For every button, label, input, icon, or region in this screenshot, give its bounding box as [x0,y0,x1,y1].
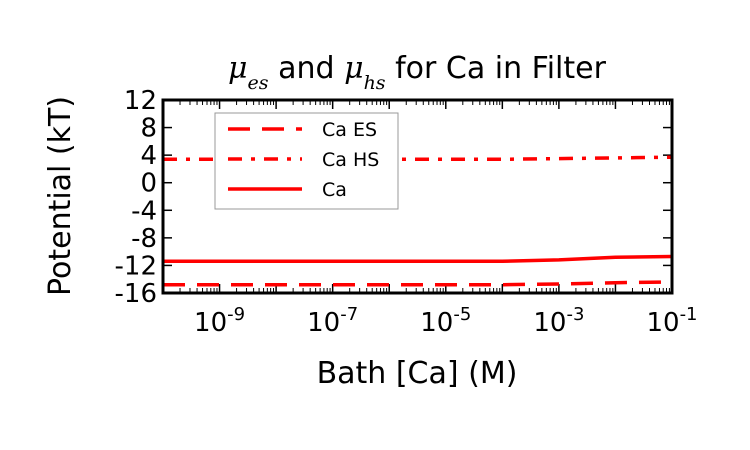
title-and: and [269,51,345,86]
y-tick-label: 0 [140,169,157,199]
y-tick-label: -4 [131,196,157,226]
x-tick-label: 10-3 [533,304,584,338]
title-sub-es: es [248,72,269,94]
title-suffix: for Ca in Filter [386,51,607,86]
chart-title: μes and μhs for Ca in Filter [228,51,607,94]
legend: Ca ES Ca HS Ca [214,112,399,210]
title-mu-hs: μ [344,51,364,86]
y-tick-label: 4 [140,141,157,171]
x-tick-label: 10-5 [420,304,471,338]
plot-frame [161,98,674,295]
y-axis-label: Potential (kT) [43,96,78,296]
y-tick-label: -8 [131,224,157,254]
series-ca-es-line [163,280,673,287]
legend-label-ca-es: Ca ES [322,119,377,141]
y-tick-label: -12 [115,251,157,281]
x-tick-label: 10-9 [194,304,245,338]
x-tick-label: 10-1 [646,304,697,338]
legend-label-ca-hs: Ca HS [322,149,379,171]
y-tick-label: 12 [124,86,157,116]
y-tick-label: -16 [115,279,157,309]
series-ca-line [163,254,673,264]
x-axis-label: Bath [Ca] (M) [317,356,518,391]
x-tick-label: 10-7 [307,304,358,338]
legend-label-ca: Ca [322,179,347,201]
y-tick-label: 8 [140,114,157,144]
title-mu-es: μ [228,51,248,86]
title-sub-hs: hs [364,72,386,94]
